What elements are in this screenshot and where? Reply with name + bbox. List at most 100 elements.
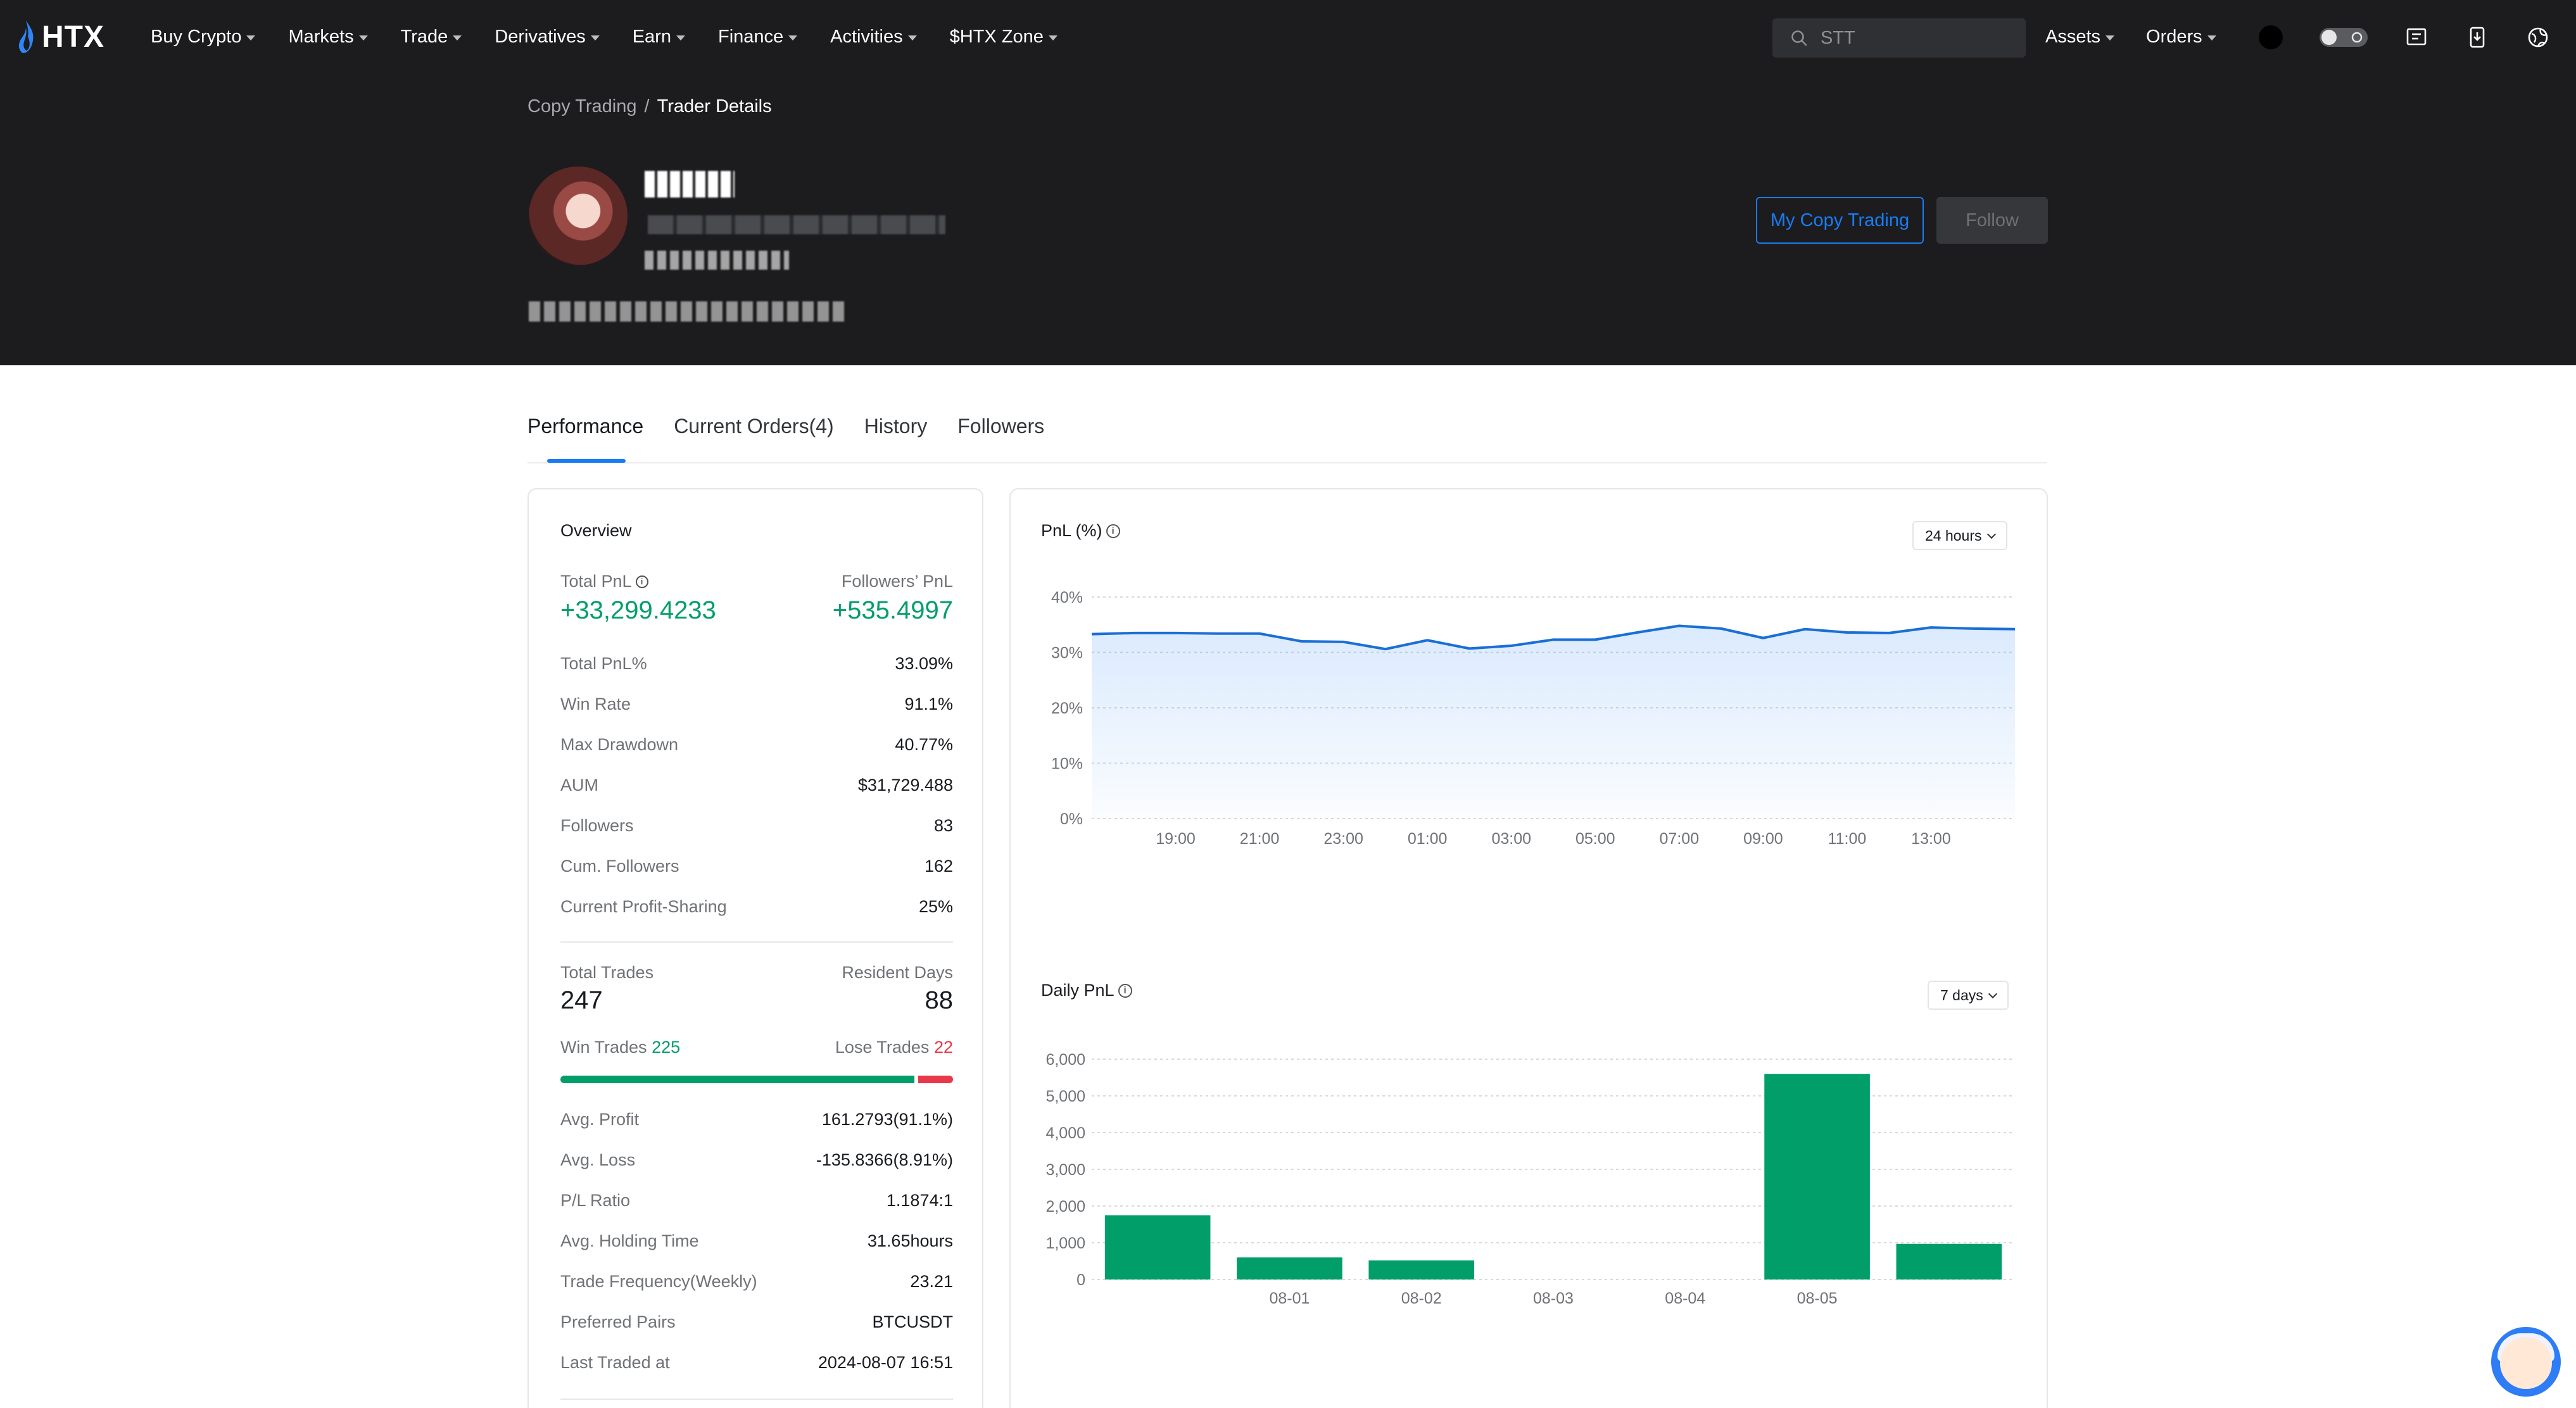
my-copy-trading-button[interactable]: My Copy Trading [1756, 197, 1924, 244]
y-tick-label: 2,000 [1045, 1198, 1085, 1216]
stat-value: 91.1% [904, 695, 953, 713]
win-lose-bar [560, 1076, 953, 1083]
stat-row: Total PnL% 33.09% [560, 654, 953, 674]
tab-history[interactable]: History [864, 415, 928, 437]
x-tick-label: 08-02 [1401, 1290, 1442, 1307]
info-icon[interactable]: i [1106, 524, 1120, 538]
message-icon[interactable] [2404, 25, 2429, 50]
follow-button[interactable]: Follow [1936, 197, 2048, 244]
language-globe-icon[interactable] [2525, 25, 2551, 50]
overview-card: Overview Total PnL i +33,299.4233 Followe… [527, 488, 983, 1408]
lose-trades-value: 22 [933, 1038, 953, 1057]
pnl-range-value: 24 hours [1925, 527, 1982, 544]
nav-assets[interactable]: Assets [2045, 27, 2115, 47]
nav-buy-crypto[interactable]: Buy Crypto [151, 27, 256, 47]
daily-range-select[interactable]: 7 days [1928, 981, 2009, 1010]
nav-label: $HTX Zone [949, 27, 1044, 47]
theme-toggle-icon[interactable] [2319, 25, 2368, 50]
daily-pnl-chart-title: Daily PnL i [1041, 981, 1132, 1000]
detail-label: Preferred Pairs [560, 1312, 676, 1331]
x-tick-label: 08-05 [1797, 1290, 1838, 1307]
nav-htx-zone[interactable]: $HTX Zone [950, 27, 1058, 47]
x-tick-label: 07:00 [1660, 830, 1700, 848]
search-icon [1791, 30, 1807, 46]
detail-label: Avg. Holding Time [560, 1231, 699, 1250]
user-nav: Assets Orders [2045, 0, 2551, 74]
detail-value: 2024-08-07 16:51 [818, 1353, 953, 1372]
brand-name: HTX [42, 20, 104, 54]
x-tick-label: 05:00 [1575, 830, 1615, 848]
breadcrumb-separator: / [644, 96, 650, 116]
pnl-range-select[interactable]: 24 hours [1912, 521, 2007, 550]
nav-label: Trade [400, 27, 448, 47]
caret-down-icon [1048, 35, 1058, 41]
y-tick-label: 30% [1051, 644, 1083, 662]
brand-logo[interactable]: HTX [16, 18, 104, 56]
total-trades-label: Total Trades [560, 963, 654, 982]
download-app-icon[interactable] [2465, 25, 2490, 50]
detail-row: Preferred Pairs BTCUSDT [560, 1312, 953, 1332]
detail-row: P/L Ratio 1.1874:1 [560, 1191, 953, 1210]
nav-derivatives[interactable]: Derivatives [495, 27, 600, 47]
caret-down-icon [676, 35, 685, 41]
avatar-icon[interactable] [2258, 25, 2283, 50]
nav-finance[interactable]: Finance [717, 27, 798, 47]
nav-label: Assets [2045, 27, 2101, 47]
win-lose-counts: Win Trades 225 Lose Trades 22 [560, 1038, 953, 1057]
stat-label: Cum. Followers [560, 857, 679, 876]
stat-value: 162 [924, 857, 953, 876]
breadcrumb-copy-trading[interactable]: Copy Trading [527, 96, 637, 116]
nav-activities[interactable]: Activities [830, 27, 917, 47]
tab-divider [527, 462, 2047, 463]
detail-label: Avg. Loss [560, 1150, 636, 1169]
x-tick-label: 03:00 [1491, 830, 1531, 848]
y-tick-label: 0 [1076, 1271, 1085, 1289]
x-tick-label: 09:00 [1743, 830, 1783, 848]
daily-pnl-bar [1104, 1215, 1211, 1279]
caret-down-icon [590, 35, 600, 41]
breadcrumb-current: Trader Details [657, 96, 772, 116]
support-assistant-button[interactable] [2491, 1327, 2561, 1397]
info-icon[interactable]: i [635, 575, 648, 588]
assistant-avatar-icon [2500, 1337, 2552, 1389]
nav-earn[interactable]: Earn [633, 27, 685, 47]
trader-nickname-pixelated [645, 171, 735, 198]
nav-trade[interactable]: Trade [401, 27, 462, 47]
stat-label: Followers [560, 816, 634, 835]
win-bar-fill [560, 1076, 915, 1083]
detail-row: Trade Frequency(Weekly) 23.21 [560, 1272, 953, 1292]
tab-performance[interactable]: Performance [527, 415, 644, 437]
y-tick-label: 6,000 [1045, 1051, 1085, 1069]
stat-label: AUM [560, 776, 598, 795]
nav-orders[interactable]: Orders [2146, 27, 2216, 47]
nav-label: Markets [288, 27, 354, 47]
tab-current-orders[interactable]: Current Orders(4) [674, 415, 834, 437]
stat-row: Current Profit-Sharing 25% [560, 897, 953, 917]
total-pnl-label: Total PnL i [560, 572, 716, 591]
info-icon[interactable]: i [1118, 983, 1132, 998]
stat-value: 25% [918, 897, 953, 916]
search-input[interactable]: STT [1772, 18, 2026, 58]
pnl-chart-title: PnL (%) i [1041, 521, 1120, 541]
stat-label: Max Drawdown [560, 735, 679, 754]
detail-label: P/L Ratio [560, 1191, 631, 1210]
x-tick-label: 08-03 [1533, 1290, 1574, 1307]
y-tick-label: 10% [1051, 755, 1083, 773]
lose-trades-label: Lose Trades [835, 1038, 930, 1057]
nav-label: Finance [717, 27, 784, 47]
x-tick-label: 13:00 [1911, 830, 1951, 848]
detail-value: 31.65hours [867, 1231, 953, 1250]
stat-label: Current Profit-Sharing [560, 897, 727, 916]
x-tick-label: 08-01 [1269, 1290, 1310, 1307]
nav-markets[interactable]: Markets [288, 27, 368, 47]
y-tick-label: 20% [1051, 700, 1083, 717]
stat-row: Cum. Followers 162 [560, 857, 953, 876]
tab-followers[interactable]: Followers [957, 415, 1045, 437]
overview-title: Overview [560, 521, 632, 540]
stat-value: $31,729.488 [857, 776, 953, 795]
y-tick-label: 0% [1060, 810, 1083, 828]
pnl-area-chart: 0% 10% 20% 30% 40% 19:00 21:00 23:00 01:00 03:00 0… [1051, 589, 2016, 848]
y-tick-label: 1,000 [1045, 1235, 1085, 1252]
search-value: STT [1821, 27, 1855, 48]
followers-pnl-label: Followers’ PnL [841, 572, 953, 591]
